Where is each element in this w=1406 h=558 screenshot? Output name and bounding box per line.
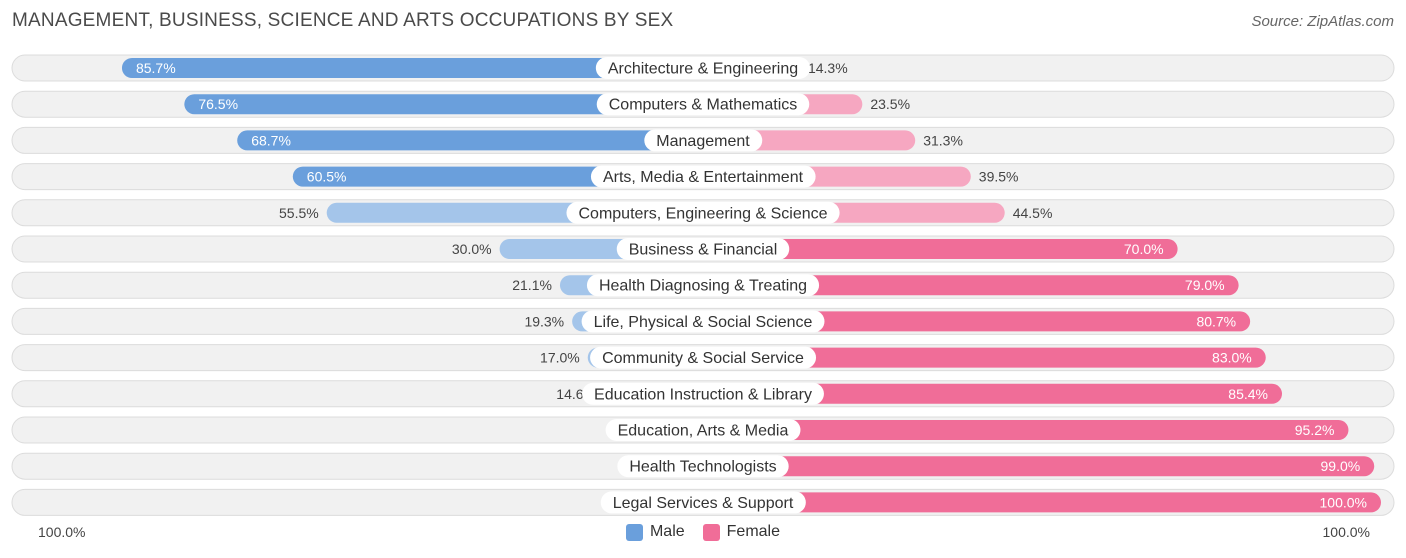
female-value-label: 44.5% (1013, 205, 1053, 221)
female-value-label: 95.2% (1295, 422, 1335, 438)
category-label: Computers & Mathematics (609, 97, 798, 114)
chart-title: MANAGEMENT, BUSINESS, SCIENCE AND ARTS O… (12, 10, 674, 31)
category-label-pill (600, 491, 806, 514)
category-label-pill (616, 238, 790, 260)
category-label-pill (605, 419, 801, 441)
female-value-label: 99.0% (1321, 458, 1361, 474)
male-value-label: 76.5% (198, 96, 238, 112)
male-value-label: 60.5% (307, 169, 347, 185)
legend: Male Female (0, 523, 1406, 541)
bar-chart: 85.7% 14.3% Architecture & Engineering 76.5… (11, 54, 1395, 516)
category-label: Business & Financial (629, 242, 778, 259)
legend-swatch-male (625, 523, 643, 541)
male-value-label: 30.0% (452, 241, 492, 257)
category-label-pill (595, 57, 811, 79)
category-label: Management (656, 133, 750, 150)
female-value-label: 80.7% (1196, 313, 1236, 329)
category-label: Legal Services & Support (613, 495, 794, 512)
female-value-label: 100.0% (1320, 494, 1367, 510)
legend-item-male[interactable]: Male (625, 523, 685, 541)
category-label-pill (644, 129, 763, 152)
source-note: Source: ZipAtlas.com (1251, 13, 1394, 30)
male-bar (237, 130, 714, 151)
legend-item-female[interactable]: Female (702, 523, 781, 541)
female-bar (693, 492, 1381, 513)
female-bar (693, 275, 1239, 296)
male-value-label: 17.0% (540, 350, 580, 366)
category-label: Health Diagnosing & Treating (599, 278, 807, 295)
female-bar (693, 311, 1251, 332)
female-value-label: 70.0% (1124, 241, 1164, 257)
female-value-label: 79.0% (1185, 277, 1225, 293)
male-value-label: 19.3% (524, 313, 564, 329)
axis-left-label: 100.0% (38, 524, 86, 540)
category-label-pill (566, 201, 840, 224)
legend-label-female: Female (726, 523, 781, 540)
male-value-label: 21.1% (512, 277, 552, 293)
category-label: Architecture & Engineering (608, 61, 798, 78)
category-label-pill (581, 310, 825, 333)
male-value-label: 68.7% (251, 132, 291, 148)
female-value-label: 83.0% (1212, 350, 1252, 366)
legend-swatch-female (702, 523, 720, 541)
female-bar (693, 347, 1266, 368)
male-value-label: 85.7% (136, 60, 176, 76)
female-value-label: 31.3% (923, 132, 963, 148)
male-value-label: 55.5% (279, 205, 319, 221)
female-bar (693, 239, 1178, 259)
legend-label-male: Male (649, 523, 685, 540)
category-label-pill (590, 346, 817, 369)
female-bar (693, 456, 1375, 477)
axis-right-label: 100.0% (1322, 524, 1370, 540)
category-label: Health Technologists (629, 459, 776, 476)
category-label: Community & Social Service (602, 350, 804, 367)
category-label-pill (617, 455, 789, 478)
category-label: Computers, Engineering & Science (578, 205, 827, 222)
female-value-label: 23.5% (870, 96, 910, 112)
male-bar (121, 58, 714, 78)
category-label-pill (590, 165, 816, 188)
category-label: Education, Arts & Media (618, 423, 789, 440)
category-label-pill (586, 274, 820, 297)
category-label: Education Instruction & Library (594, 386, 812, 403)
female-value-label: 39.5% (979, 169, 1019, 185)
category-label-pill (582, 382, 824, 405)
male-bar (184, 94, 713, 115)
category-label-pill (596, 93, 810, 116)
category-label: Life, Physical & Social Science (594, 314, 813, 331)
category-label: Arts, Media & Entertainment (603, 169, 804, 186)
female-value-label: 14.3% (808, 60, 848, 76)
female-bar (693, 420, 1349, 440)
female-bar (693, 383, 1283, 404)
female-value-label: 85.4% (1228, 386, 1268, 402)
